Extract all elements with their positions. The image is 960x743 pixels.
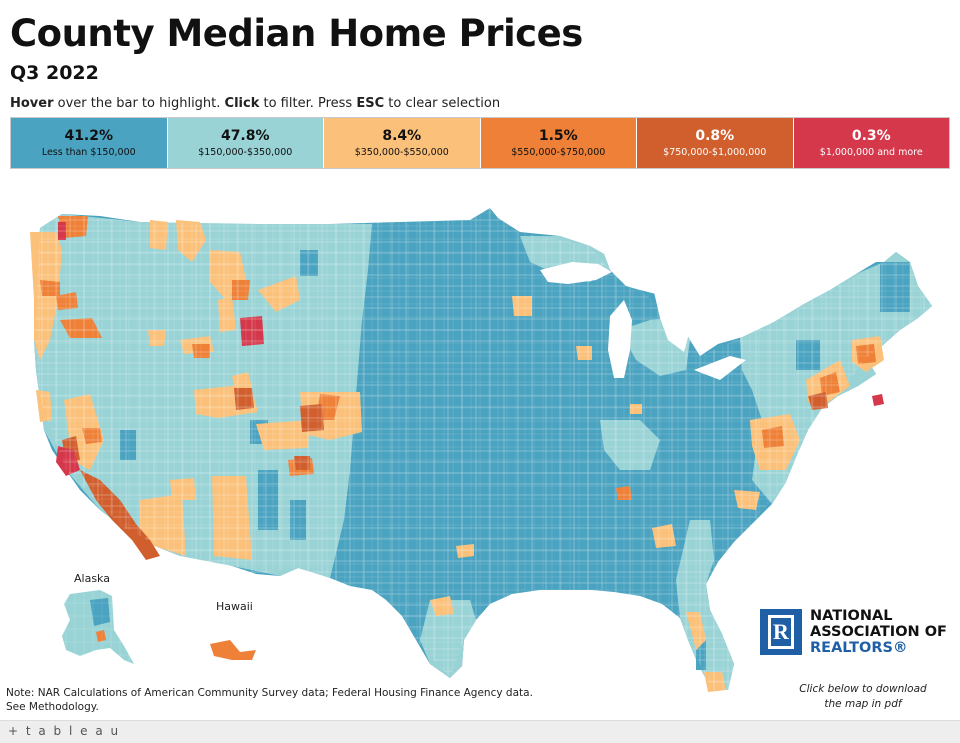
legend-pct: 1.5%	[538, 128, 578, 144]
instructions: Hover over the bar to highlight. Click t…	[10, 96, 500, 111]
legend-range: $750,000-$1,000,000	[663, 147, 767, 158]
alaska-grid	[62, 590, 134, 664]
instruction-esc-text: to clear selection	[384, 96, 501, 111]
download-line1: Click below to download	[799, 683, 927, 695]
nar-logo-line1: NATIONAL	[810, 608, 893, 624]
county-grid-overlay-2	[34, 208, 932, 690]
price-legend-bar[interactable]: 41.2% Less than $150,000 47.8% $150,000-…	[10, 117, 950, 169]
instruction-hover-text: over the bar to highlight.	[53, 96, 225, 111]
legend-segment-over-1m[interactable]: 0.3% $1,000,000 and more	[793, 118, 949, 168]
page-title: County Median Home Prices	[10, 12, 583, 55]
legend-pct: 0.8%	[695, 128, 735, 144]
legend-segment-750k-1m[interactable]: 0.8% $750,000-$1,000,000	[637, 118, 794, 168]
county-map[interactable]	[0, 190, 960, 710]
map-region[interactable]	[210, 640, 256, 660]
legend-segment-under-150k[interactable]: 41.2% Less than $150,000	[11, 118, 168, 168]
download-line2: the map in pdf	[824, 698, 902, 710]
nar-logo-r: R	[768, 615, 794, 649]
nar-logo-text: NATIONAL ASSOCIATION OF REALTORS®	[810, 608, 947, 656]
source-note: Note: NAR Calculations of American Commu…	[6, 686, 533, 714]
nar-logo: R NATIONAL ASSOCIATION OF REALTORS®	[760, 608, 947, 656]
nar-logo-line3: REALTORS®	[810, 640, 947, 656]
alaska-label: Alaska	[74, 572, 110, 585]
hawaii-label: Hawaii	[216, 600, 253, 613]
nar-logo-realtors: REALTORS	[810, 640, 893, 656]
nar-logo-line2: ASSOCIATION OF	[810, 624, 947, 640]
legend-pct: 41.2%	[64, 128, 114, 144]
source-note-line1: Note: NAR Calculations of American Commu…	[6, 687, 533, 699]
legend-range: Less than $150,000	[41, 147, 136, 158]
legend-pct: 0.3%	[851, 128, 891, 144]
legend-segment-550k-750k[interactable]: 1.5% $550,000-$750,000	[480, 118, 637, 168]
tableau-footer: + t a b l e a u	[0, 720, 960, 743]
nar-logo-registered: ®	[892, 640, 908, 656]
nar-logo-mark: R	[760, 609, 802, 655]
tableau-logo[interactable]: + t a b l e a u	[8, 724, 121, 738]
legend-range: $350,000-$550,000	[354, 147, 449, 158]
map-region[interactable]	[872, 394, 884, 406]
page-subtitle: Q3 2022	[10, 62, 99, 84]
methodology-link[interactable]: See Methodology.	[6, 701, 99, 713]
instruction-esc: ESC	[356, 96, 385, 111]
download-pdf-link[interactable]: Click below to download the map in pdf	[788, 682, 938, 712]
legend-pct: 8.4%	[382, 128, 422, 144]
legend-range: $150,000-$350,000	[198, 147, 293, 158]
legend-range: $550,000-$750,000	[511, 147, 606, 158]
legend-segment-350k-550k[interactable]: 8.4% $350,000-$550,000	[324, 118, 481, 168]
instruction-click-text: to filter. Press	[259, 96, 357, 111]
legend-segment-150k-350k[interactable]: 47.8% $150,000-$350,000	[167, 118, 324, 168]
legend-range: $1,000,000 and more	[819, 147, 923, 158]
legend-pct: 47.8%	[220, 128, 270, 144]
instruction-click: Click	[224, 96, 260, 111]
instruction-hover: Hover	[10, 96, 54, 111]
